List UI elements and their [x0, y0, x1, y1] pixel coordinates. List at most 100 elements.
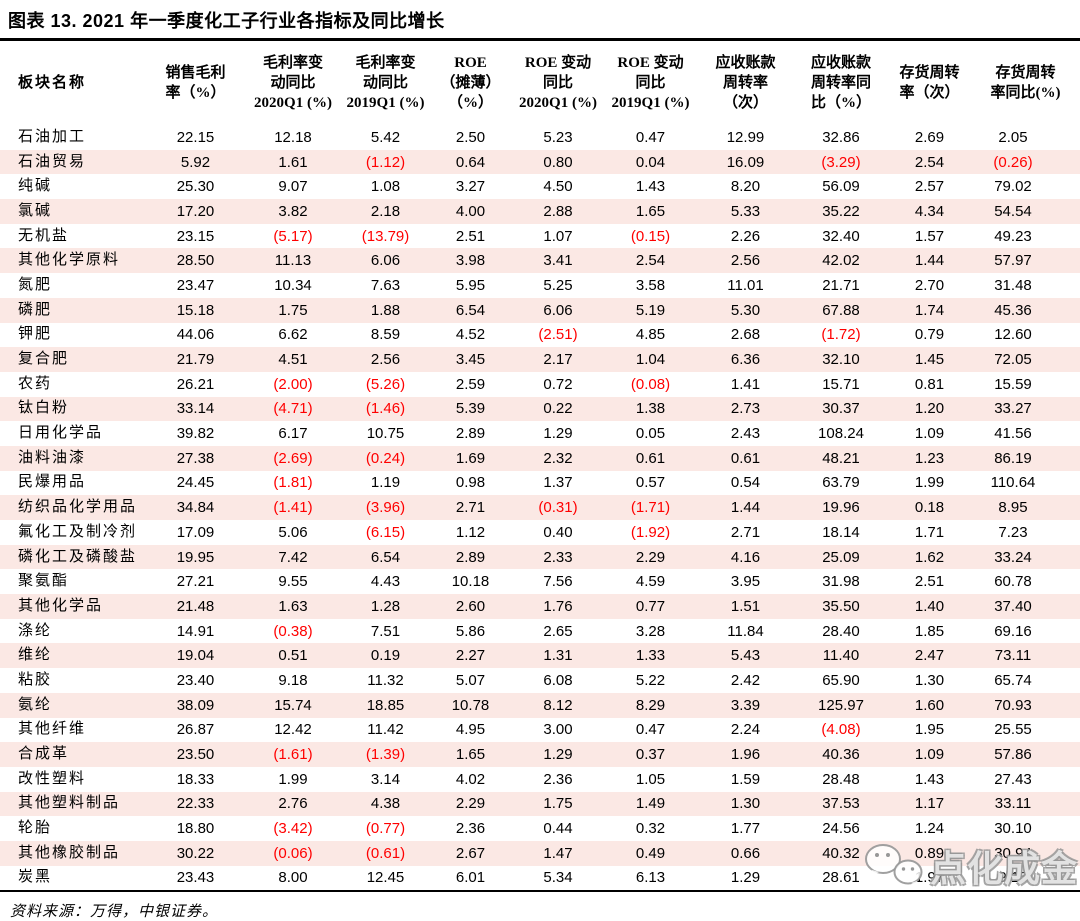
sector-name-cell: 其他塑料制品 [18, 795, 121, 812]
value-cell: 27.38 [176, 449, 215, 467]
value-cell: 5.95 [455, 276, 486, 294]
value-cell: 67.88 [822, 301, 860, 319]
value-cell: 4.38 [370, 795, 401, 813]
value-cell: 6.01 [455, 869, 486, 887]
value-cell: 2.17 [543, 351, 573, 369]
value-cell: 1.33 [635, 647, 666, 665]
value-cell: 5.43 [730, 647, 761, 665]
value-cell: 0.05 [635, 425, 666, 443]
value-cell: 4.02 [455, 770, 486, 788]
sector-name-cell: 钛白粉 [18, 400, 70, 417]
value-cell: 3.58 [635, 276, 666, 294]
value-cell: 5.39 [455, 400, 486, 418]
sector-name-cell: 炭黑 [18, 869, 53, 886]
table-row: 合成革 23.50 (1.61) (1.39) 1.65 1.29 0.37 1.96 40.3… [0, 742, 1080, 767]
value-cell: 2.29 [635, 548, 666, 566]
value-cell: (1.92) [630, 523, 671, 541]
value-cell: 23.40 [176, 671, 215, 689]
value-cell: 0.89 [914, 844, 945, 862]
value-cell: (0.77) [365, 820, 406, 838]
value-cell: 0.44 [543, 820, 573, 838]
value-cell: 1.60 [914, 696, 945, 714]
value-cell: 23.15 [176, 227, 215, 245]
value-cell: 9.55 [278, 573, 308, 591]
value-cell: 1.08 [370, 178, 401, 196]
value-cell: 8.95 [998, 499, 1028, 517]
table-row: 涤纶 14.91 (0.38) 7.51 5.86 2.65 3.28 11.84 28.40 1… [0, 619, 1080, 644]
value-cell: 6.17 [278, 425, 308, 443]
value-cell: 2.42 [730, 671, 761, 689]
table-row: 改性塑料 18.33 1.99 3.14 4.02 2.36 1.05 1.59 28.48 1.… [0, 767, 1080, 792]
value-cell: 2.27 [455, 647, 486, 665]
value-cell: 2.05 [998, 128, 1028, 146]
value-cell: 1.28 [370, 597, 401, 615]
value-cell: 7.56 [543, 573, 573, 591]
value-cell: 57.86 [994, 746, 1032, 764]
value-cell: 11.01 [727, 276, 764, 294]
value-cell: 5.33 [730, 202, 761, 220]
value-cell: 25.30 [176, 178, 215, 196]
value-cell: 0.22 [543, 400, 573, 418]
value-cell: 1.38 [635, 400, 666, 418]
value-cell: (1.46) [365, 400, 406, 418]
table-row: 氟化工及制冷剂 17.09 5.06 (6.15) 1.12 0.40 (1.92) 2.71… [0, 520, 1080, 545]
value-cell: (1.39) [365, 746, 406, 764]
table-bottom-divider [0, 890, 1080, 893]
sector-name-cell: 磷化工及磷酸盐 [18, 548, 138, 565]
value-cell: 1.76 [543, 597, 573, 615]
value-cell: 15.59 [994, 375, 1032, 393]
table-row: 复合肥 21.79 4.51 2.56 3.45 2.17 1.04 6.36 32.10 1.4… [0, 347, 1080, 372]
value-cell: 2.29 [455, 795, 486, 813]
value-cell: 2.65 [543, 622, 573, 640]
table-row: 其他塑料制品 22.33 2.76 4.38 2.29 1.75 1.49 1.30 37.53… [0, 791, 1080, 817]
value-cell: 1.37 [543, 474, 573, 492]
value-cell: 1.49 [635, 795, 666, 813]
value-cell: 30.37 [822, 400, 860, 418]
value-cell: 4.50 [543, 178, 573, 196]
value-cell: 9.07 [278, 178, 308, 196]
value-cell: 1.47 [543, 844, 573, 862]
value-cell: 14.91 [176, 622, 215, 640]
value-cell: 3.28 [635, 622, 666, 640]
table-body: 石油加工 22.15 12.18 5.42 2.50 5.23 0.47 12.99 32.86… [0, 125, 1080, 890]
value-cell: 6.54 [455, 301, 486, 319]
value-cell: 1.65 [635, 202, 666, 220]
sector-name-cell: 涤纶 [18, 622, 53, 639]
value-cell: 60.78 [994, 573, 1032, 591]
value-cell: 1.07 [543, 227, 573, 245]
value-cell: 10.34 [274, 276, 312, 294]
value-cell: 4.52 [455, 326, 486, 344]
value-cell: 2.36 [543, 770, 573, 788]
value-cell: 1.74 [914, 301, 945, 319]
value-cell: 108.24 [818, 425, 864, 443]
header-inventory-turnover: 存货周转 率（次） [899, 64, 960, 101]
value-cell: 2.70 [914, 276, 945, 294]
value-cell: 1.29 [543, 425, 573, 443]
value-cell: 2.51 [455, 227, 486, 245]
value-cell: 25.55 [994, 721, 1032, 739]
value-cell: 44.06 [176, 326, 215, 344]
value-cell: 2.88 [543, 202, 573, 220]
value-cell: 2.26 [730, 227, 761, 245]
sector-name-cell: 粘胶 [18, 671, 53, 688]
value-cell: 2.47 [914, 647, 945, 665]
value-cell: 30.22 [176, 844, 215, 862]
value-cell: 45.36 [994, 301, 1032, 319]
value-cell: 2.36 [455, 820, 486, 838]
table-row: 油料油漆 27.38 (2.69) (0.24) 1.69 2.32 0.61 0.61 48.… [0, 445, 1080, 471]
sector-name-cell: 其他橡胶制品 [18, 844, 121, 861]
value-cell: 1.63 [278, 597, 308, 615]
value-cell: 4.34 [914, 202, 945, 220]
value-cell: 2.51 [914, 573, 945, 591]
value-cell: 2.59 [455, 375, 486, 393]
sector-name-cell: 油料油漆 [18, 449, 87, 466]
value-cell: 40.36 [822, 746, 860, 764]
value-cell: 4.95 [455, 721, 486, 739]
header-margin-change-2020q1: 毛利率变 动同比 2020Q1 (%) [254, 54, 332, 112]
value-cell: 40.32 [822, 844, 860, 862]
value-cell: 18.14 [822, 523, 860, 541]
sector-name-cell: 钾肥 [18, 326, 53, 343]
sector-name-cell: 聚氨酯 [18, 573, 70, 590]
value-cell: 86.19 [994, 449, 1032, 467]
value-cell: 6.08 [543, 671, 573, 689]
